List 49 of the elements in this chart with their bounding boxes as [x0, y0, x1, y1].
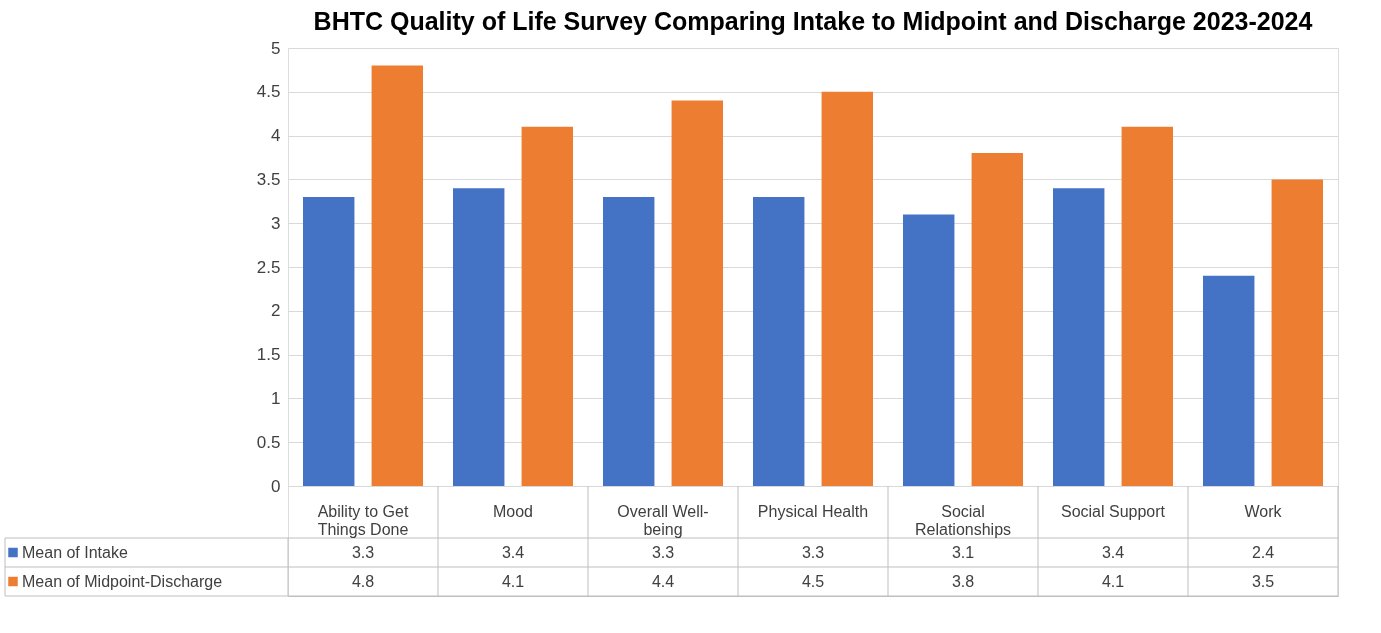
bar — [1203, 275, 1255, 486]
legend-label: Mean of Midpoint-Discharge — [22, 572, 223, 590]
y-tick-label: 2 — [271, 301, 281, 321]
y-tick-label: 4 — [271, 126, 281, 146]
bar — [371, 65, 423, 486]
bar — [1121, 126, 1173, 486]
x-tick-label: Social Relationships — [914, 503, 1012, 538]
data-label: 3.5 — [1251, 572, 1275, 590]
legend-label: Mean of Intake — [22, 543, 128, 561]
bar — [753, 196, 805, 486]
data-label: 3.3 — [801, 543, 825, 561]
bar — [821, 91, 873, 486]
data-label: 3.4 — [501, 543, 525, 561]
x-tick-label: Overall Well-being — [617, 503, 709, 538]
bar — [603, 196, 655, 486]
x-tick-label: Physical Health — [757, 503, 869, 520]
y-tick-label: 2.5 — [256, 257, 281, 277]
bar — [453, 188, 505, 486]
y-tick-label: 5 — [271, 38, 281, 58]
x-tick-label: Ability to Get Things Done — [317, 503, 409, 538]
y-tick-label: 0 — [271, 476, 281, 496]
data-label: 3.4 — [1101, 543, 1125, 561]
data-label: 2.4 — [1251, 543, 1275, 561]
y-tick-label: 0.5 — [256, 432, 281, 452]
data-label: 4.1 — [501, 572, 525, 590]
bar — [903, 214, 955, 486]
x-tick-label: Mood — [492, 503, 534, 520]
bar — [671, 100, 723, 486]
data-label: 3.8 — [951, 572, 975, 590]
chart-title: BHTC Quality of Life Survey Comparing Intake to Midpoint and Discharge 2023-2024 — [313, 7, 1313, 35]
data-label: 3.3 — [351, 543, 375, 561]
y-tick-label: 4.5 — [256, 82, 281, 102]
data-label: 4.4 — [651, 572, 675, 590]
y-tick-label: 1.5 — [256, 345, 281, 365]
bar — [1271, 179, 1323, 486]
x-tick-label: Work — [1244, 503, 1283, 520]
bar — [521, 126, 573, 486]
y-tick-label: 3.5 — [256, 169, 281, 189]
data-label: 3.3 — [651, 543, 675, 561]
bar — [1053, 188, 1105, 486]
x-tick-label: Social Support — [1060, 503, 1166, 520]
y-tick-label: 1 — [271, 388, 281, 408]
data-label: 4.8 — [351, 572, 375, 590]
data-label: 4.5 — [801, 572, 825, 590]
y-tick-label: 3 — [271, 213, 281, 233]
data-label: 4.1 — [1101, 572, 1125, 590]
bar — [971, 153, 1023, 486]
bar — [303, 196, 355, 486]
data-label: 3.1 — [951, 543, 975, 561]
